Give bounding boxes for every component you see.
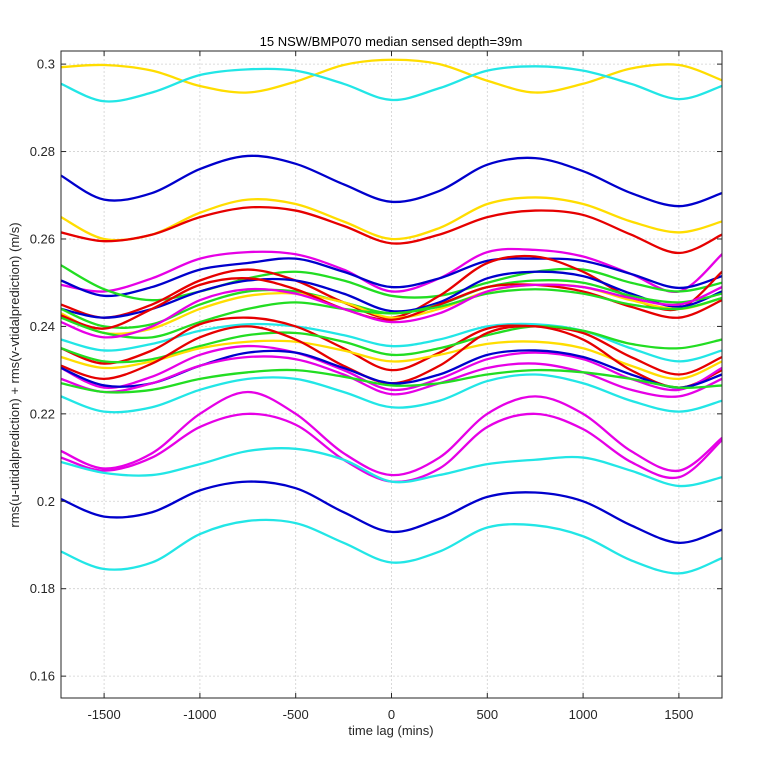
series-line-cyan-low	[61, 518, 722, 575]
x-tick-label: -500	[283, 707, 309, 722]
data-series	[61, 58, 722, 575]
x-tick-label: 1000	[569, 707, 598, 722]
y-tick-label: 0.28	[30, 144, 55, 159]
series-line-green-5	[61, 368, 722, 394]
series-line-green-3	[61, 288, 722, 340]
x-tick-label: 500	[476, 707, 498, 722]
series-line-magenta-2	[61, 283, 722, 339]
series-line-blue-low	[61, 480, 722, 544]
series-line-cyan-3	[61, 373, 722, 414]
y-tick-label: 0.16	[30, 669, 55, 684]
x-tick-label: -1000	[183, 707, 216, 722]
series-line-red-4	[61, 316, 722, 376]
x-axis-ticks: -1500 -1000 -500 0 500 1000 1500	[87, 51, 693, 722]
series-line-magenta-4	[61, 355, 722, 398]
series-line-cyan-4	[61, 447, 722, 488]
x-axis-label: time lag (mins)	[348, 723, 433, 738]
chart-title: 15 NSW/BMP070 median sensed depth=39m	[260, 34, 523, 49]
series-line-yellow-top	[61, 58, 722, 94]
series-line-cyan-2	[61, 322, 722, 363]
series-line-yellow-2	[61, 283, 722, 336]
series-line-cyan-top	[61, 65, 722, 103]
x-tick-label: 0	[388, 707, 395, 722]
x-tick-label: 1500	[664, 707, 693, 722]
series-line-blue-high	[61, 154, 722, 208]
y-tick-label: 0.2	[37, 494, 55, 509]
series-line-magenta-1	[61, 247, 722, 294]
y-tick-label: 0.3	[37, 57, 55, 72]
series-line-red-high	[61, 205, 722, 255]
series-line-magenta-3	[61, 344, 722, 392]
y-axis-label: rms(u-utidalprediction) + rms(v-vtidalpr…	[7, 222, 22, 527]
y-tick-label: 0.24	[30, 319, 55, 334]
x-tick-label: -1500	[87, 707, 120, 722]
series-line-magenta-5	[61, 390, 722, 477]
y-axis-ticks: 0.16 0.18 0.2 0.22 0.24 0.26 0.28 0.3	[30, 57, 722, 684]
y-tick-label: 0.22	[30, 406, 55, 421]
y-tick-label: 0.26	[30, 231, 55, 246]
series-line-blue-3	[61, 270, 722, 319]
series-line-blue-2	[61, 257, 722, 298]
y-tick-label: 0.18	[30, 581, 55, 596]
